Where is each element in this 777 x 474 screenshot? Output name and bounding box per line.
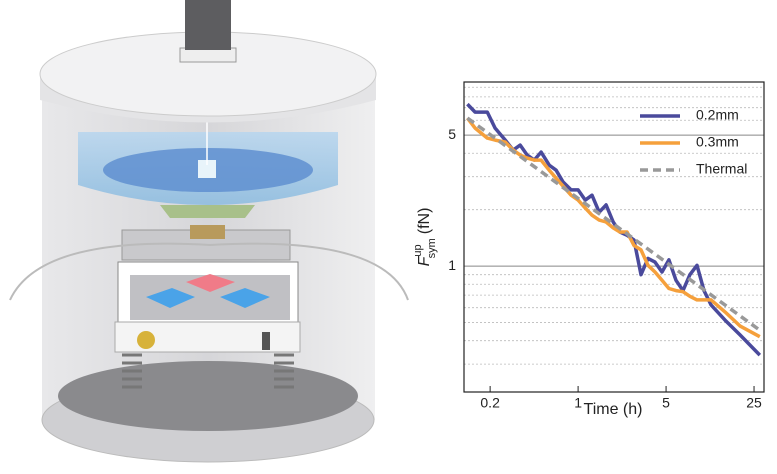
magnet-center — [186, 274, 235, 292]
springs — [122, 353, 294, 389]
x-tick-label: 0.2 — [480, 395, 500, 411]
y-axis-label: Fup sym (fN) — [412, 208, 438, 267]
plot-frame — [463, 81, 765, 393]
x-tick-label: 5 — [662, 395, 670, 411]
series-line — [466, 102, 762, 357]
motor — [185, 0, 231, 50]
cable — [9, 242, 409, 301]
y-label-sup: up — [412, 244, 424, 256]
sensor — [190, 225, 225, 239]
motor-mount — [179, 47, 237, 63]
x-tick-label: 25 — [746, 395, 762, 411]
y-label-symbol: F — [416, 255, 433, 266]
x-axis-label: Time (h) — [584, 401, 643, 418]
connector — [262, 332, 270, 350]
x-tick-label: 1 — [574, 395, 582, 411]
y-tick-label: 1 — [448, 257, 456, 273]
legend-label: 0.3mm — [696, 134, 739, 150]
apparatus-illustration — [9, 0, 409, 463]
center-mass — [198, 160, 216, 178]
chart: Time (h) Fup sym (fN) 1 5 0.2 1 5 25 0.2mm 0.3mm T… — [412, 81, 765, 418]
magnet-left — [146, 288, 195, 308]
legend-label: 0.2mm — [696, 107, 739, 123]
y-label-unit: (fN) — [416, 208, 433, 235]
cylinder-floor — [58, 361, 358, 431]
y-tick-label: 5 — [448, 126, 456, 142]
plate — [160, 205, 255, 218]
series-line — [466, 116, 761, 332]
legend-label: Thermal — [696, 161, 747, 177]
gauge — [137, 331, 155, 349]
series-line — [466, 117, 761, 339]
magnet-right — [220, 288, 270, 308]
y-label-sub: sym — [426, 238, 438, 258]
